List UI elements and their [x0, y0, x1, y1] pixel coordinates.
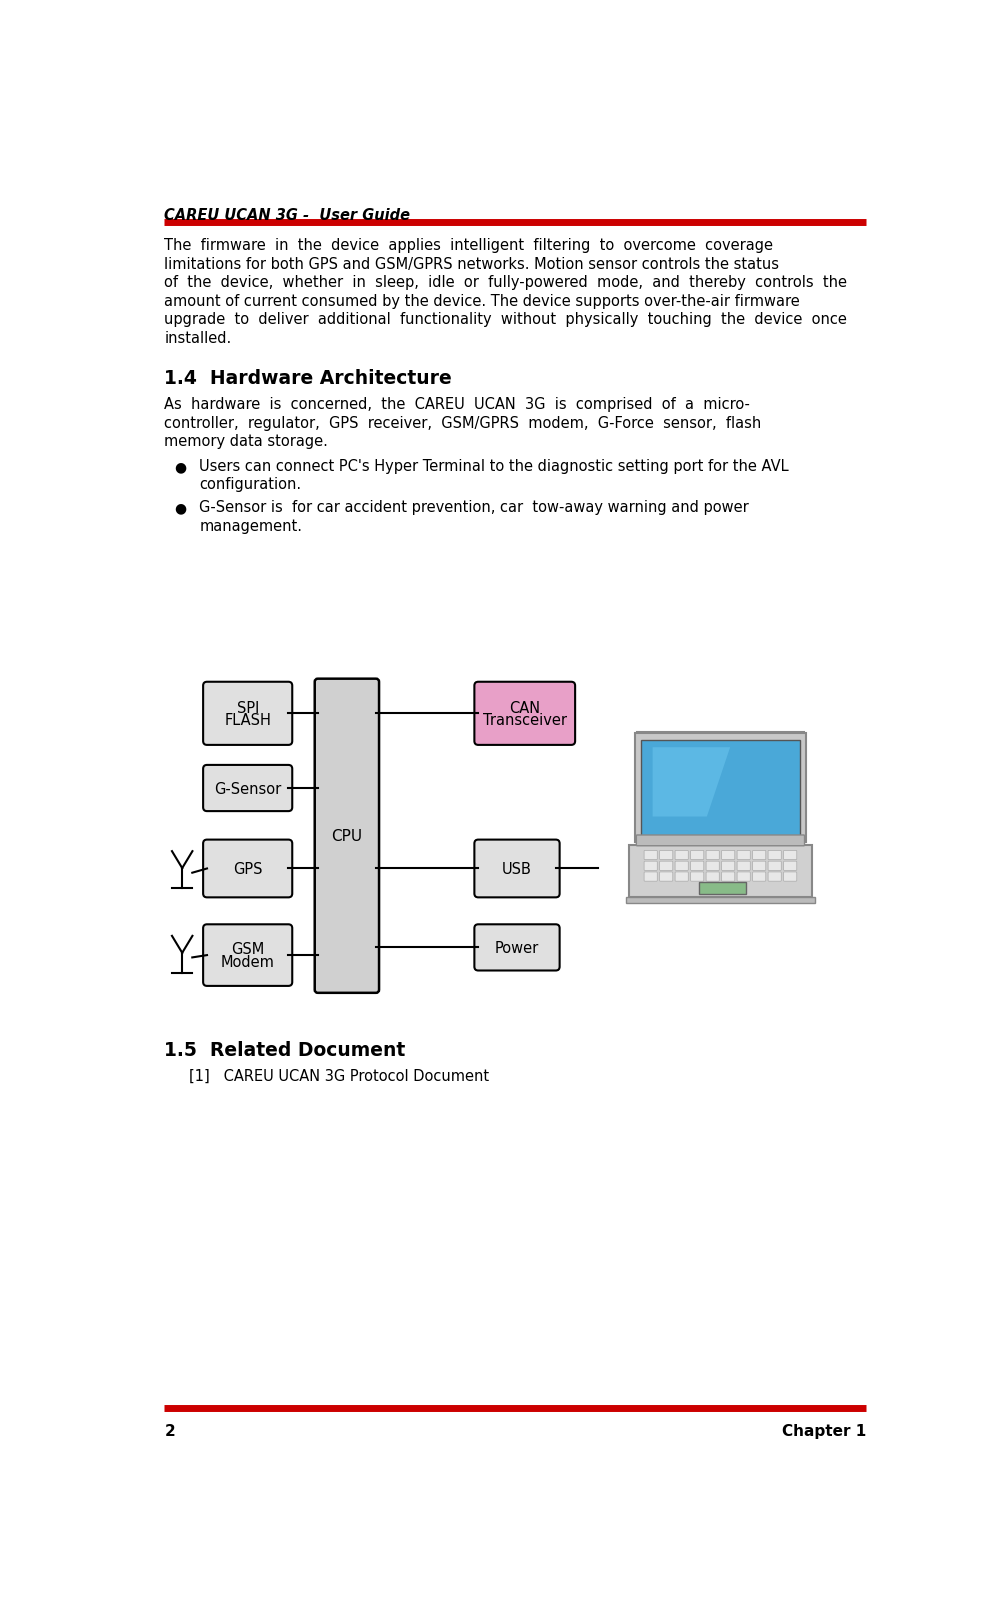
- Text: limitations for both GPS and GSM/GPRS networks. Motion sensor controls the statu: limitations for both GPS and GSM/GPRS ne…: [165, 257, 779, 271]
- FancyBboxPatch shape: [737, 862, 751, 872]
- Text: Power: Power: [494, 941, 539, 955]
- FancyBboxPatch shape: [784, 862, 797, 872]
- FancyBboxPatch shape: [203, 925, 292, 986]
- FancyBboxPatch shape: [659, 862, 672, 872]
- Text: ●: ●: [175, 502, 187, 515]
- Text: G-Sensor is  for car accident prevention, car  tow-away warning and power: G-Sensor is for car accident prevention,…: [199, 500, 749, 515]
- FancyBboxPatch shape: [753, 862, 766, 872]
- Text: SPI: SPI: [236, 700, 259, 715]
- Text: of  the  device,  whether  in  sleep,  idle  or  fully-powered  mode,  and  ther: of the device, whether in sleep, idle or…: [165, 276, 847, 291]
- FancyBboxPatch shape: [753, 851, 766, 860]
- Text: installed.: installed.: [165, 331, 231, 345]
- FancyBboxPatch shape: [784, 873, 797, 881]
- Text: CPU: CPU: [332, 828, 363, 844]
- FancyBboxPatch shape: [644, 862, 657, 872]
- Text: Transceiver: Transceiver: [482, 712, 567, 728]
- Text: ●: ●: [175, 460, 187, 475]
- Polygon shape: [641, 741, 800, 836]
- FancyBboxPatch shape: [722, 873, 735, 881]
- FancyBboxPatch shape: [203, 765, 292, 812]
- Text: 1.5  Related Document: 1.5 Related Document: [165, 1039, 406, 1059]
- FancyBboxPatch shape: [675, 862, 688, 872]
- Text: configuration.: configuration.: [199, 476, 302, 492]
- FancyBboxPatch shape: [722, 851, 735, 860]
- FancyBboxPatch shape: [784, 851, 797, 860]
- FancyBboxPatch shape: [644, 873, 657, 881]
- Text: GPS: GPS: [233, 862, 262, 876]
- FancyBboxPatch shape: [474, 925, 560, 972]
- Text: 1.4  Hardware Architecture: 1.4 Hardware Architecture: [165, 370, 452, 387]
- Text: GSM: GSM: [231, 943, 264, 957]
- Text: controller,  regulator,  GPS  receiver,  GSM/GPRS  modem,  G-Force  sensor,  fla: controller, regulator, GPS receiver, GSM…: [165, 415, 762, 431]
- Text: management.: management.: [199, 518, 303, 533]
- Text: Users can connect PC's Hyper Terminal to the diagnostic setting port for the AVL: Users can connect PC's Hyper Terminal to…: [199, 458, 789, 473]
- FancyBboxPatch shape: [690, 873, 704, 881]
- Text: As  hardware  is  concerned,  the  CAREU  UCAN  3G  is  comprised  of  a  micro-: As hardware is concerned, the CAREU UCAN…: [165, 397, 751, 412]
- FancyBboxPatch shape: [707, 873, 720, 881]
- FancyBboxPatch shape: [675, 851, 688, 860]
- FancyBboxPatch shape: [659, 851, 672, 860]
- FancyBboxPatch shape: [737, 873, 751, 881]
- Polygon shape: [635, 734, 806, 843]
- FancyBboxPatch shape: [690, 851, 704, 860]
- FancyBboxPatch shape: [737, 851, 751, 860]
- FancyBboxPatch shape: [474, 683, 575, 746]
- Polygon shape: [625, 897, 815, 904]
- Text: USB: USB: [502, 862, 532, 876]
- Text: Modem: Modem: [221, 954, 274, 968]
- FancyBboxPatch shape: [722, 862, 735, 872]
- FancyBboxPatch shape: [753, 873, 766, 881]
- Polygon shape: [637, 733, 804, 839]
- FancyBboxPatch shape: [707, 851, 720, 860]
- Text: amount of current consumed by the device. The device supports over-the-air firmw: amount of current consumed by the device…: [165, 294, 800, 308]
- Polygon shape: [629, 846, 811, 897]
- FancyBboxPatch shape: [675, 873, 688, 881]
- Text: FLASH: FLASH: [224, 712, 271, 728]
- FancyBboxPatch shape: [690, 862, 704, 872]
- Text: Chapter 1: Chapter 1: [782, 1424, 865, 1438]
- Text: [1]   CAREU UCAN 3G Protocol Document: [1] CAREU UCAN 3G Protocol Document: [189, 1068, 489, 1083]
- FancyBboxPatch shape: [203, 839, 292, 897]
- FancyBboxPatch shape: [707, 862, 720, 872]
- Text: memory data storage.: memory data storage.: [165, 434, 329, 449]
- Text: The  firmware  in  the  device  applies  intelligent  filtering  to  overcome  c: The firmware in the device applies intel…: [165, 239, 774, 253]
- Text: G-Sensor: G-Sensor: [214, 781, 281, 796]
- Polygon shape: [699, 883, 746, 894]
- Polygon shape: [652, 747, 730, 817]
- Text: CAN: CAN: [510, 700, 541, 715]
- FancyBboxPatch shape: [644, 851, 657, 860]
- FancyBboxPatch shape: [659, 873, 672, 881]
- FancyBboxPatch shape: [636, 836, 805, 846]
- FancyBboxPatch shape: [768, 851, 781, 860]
- FancyBboxPatch shape: [474, 839, 560, 897]
- FancyBboxPatch shape: [768, 862, 781, 872]
- Text: 2: 2: [165, 1424, 175, 1438]
- FancyBboxPatch shape: [203, 683, 292, 746]
- Text: CAREU UCAN 3G -  User Guide: CAREU UCAN 3G - User Guide: [165, 208, 410, 223]
- Text: upgrade  to  deliver  additional  functionality  without  physically  touching  : upgrade to deliver additional functional…: [165, 312, 847, 328]
- FancyBboxPatch shape: [315, 679, 379, 993]
- FancyBboxPatch shape: [768, 873, 781, 881]
